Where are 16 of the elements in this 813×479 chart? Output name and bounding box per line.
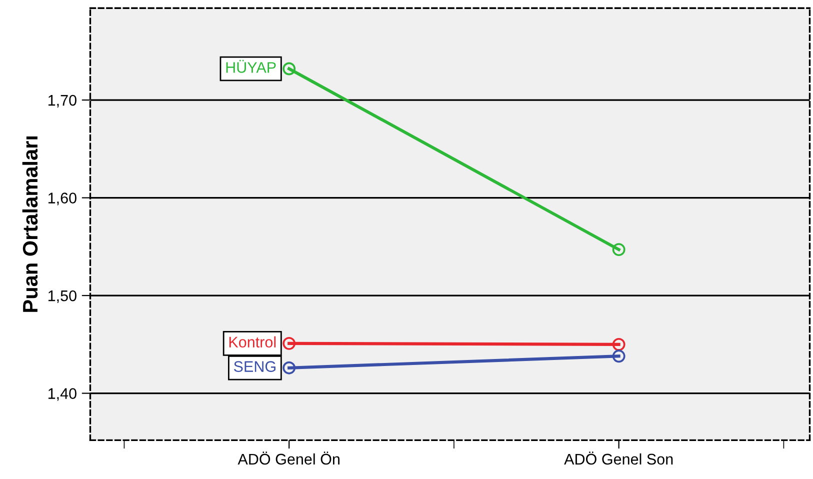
series-label: SENG bbox=[234, 361, 276, 372]
y-tick-label: 1,50 bbox=[48, 290, 76, 304]
y-tick-label: 1,40 bbox=[48, 388, 76, 401]
y-axis-title: Puan Ortalamaları bbox=[22, 136, 38, 312]
point bbox=[612, 243, 626, 256]
x-tick-label: ADÖ Genel Ön bbox=[238, 452, 340, 465]
point bbox=[612, 350, 626, 363]
point bbox=[612, 338, 626, 351]
series-label: HÜYAP bbox=[226, 60, 276, 73]
y-tick-label: 1,60 bbox=[48, 192, 76, 206]
y-tick-label: 1,70 bbox=[48, 94, 76, 108]
series-label: Kontrol bbox=[229, 336, 276, 348]
x-tick-label: ADÖ Genel Son bbox=[564, 452, 673, 465]
point bbox=[282, 62, 296, 76]
point bbox=[282, 336, 296, 350]
point bbox=[282, 361, 296, 374]
